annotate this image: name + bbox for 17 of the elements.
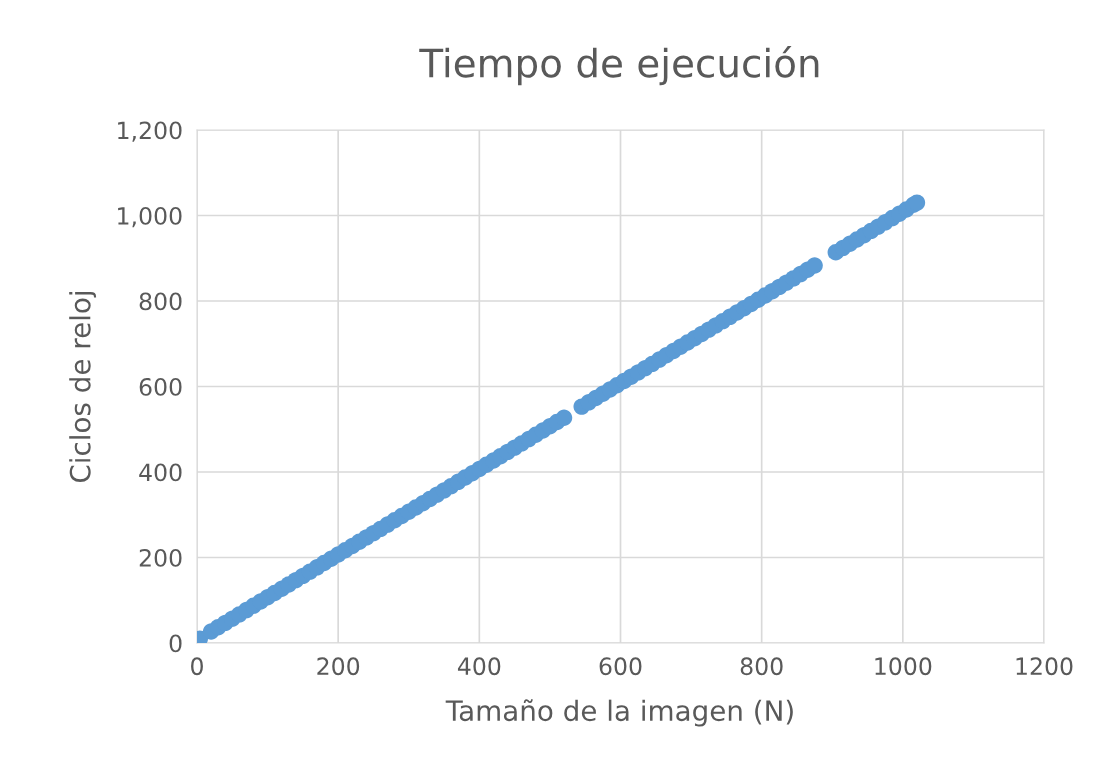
chart-title: Tiempo de ejecución xyxy=(419,46,819,86)
x-axis-title: Tamaño de la imagen (N) xyxy=(445,699,793,727)
x-tick-label: 200 xyxy=(317,657,360,676)
y-tick-label: 600 xyxy=(139,377,182,396)
y-tick-label: 0 xyxy=(169,634,182,653)
y-tick-label: 1,200 xyxy=(118,121,182,142)
x-tick-label: 600 xyxy=(599,657,642,676)
y-tick-label: 1,000 xyxy=(118,206,182,228)
x-tick-label: 400 xyxy=(457,657,501,676)
y-tick-label: 400 xyxy=(139,463,182,482)
x-tick-label: 800 xyxy=(740,657,783,676)
x-tick-label: 0 xyxy=(191,657,203,676)
x-tick-label: 1000 xyxy=(875,657,932,676)
y-axis-title: Ciclos de reloj xyxy=(69,291,97,483)
y-tick-label: 800 xyxy=(139,292,182,311)
x-tick-label: 1200 xyxy=(1016,657,1073,676)
y-tick-label: 200 xyxy=(139,548,182,567)
